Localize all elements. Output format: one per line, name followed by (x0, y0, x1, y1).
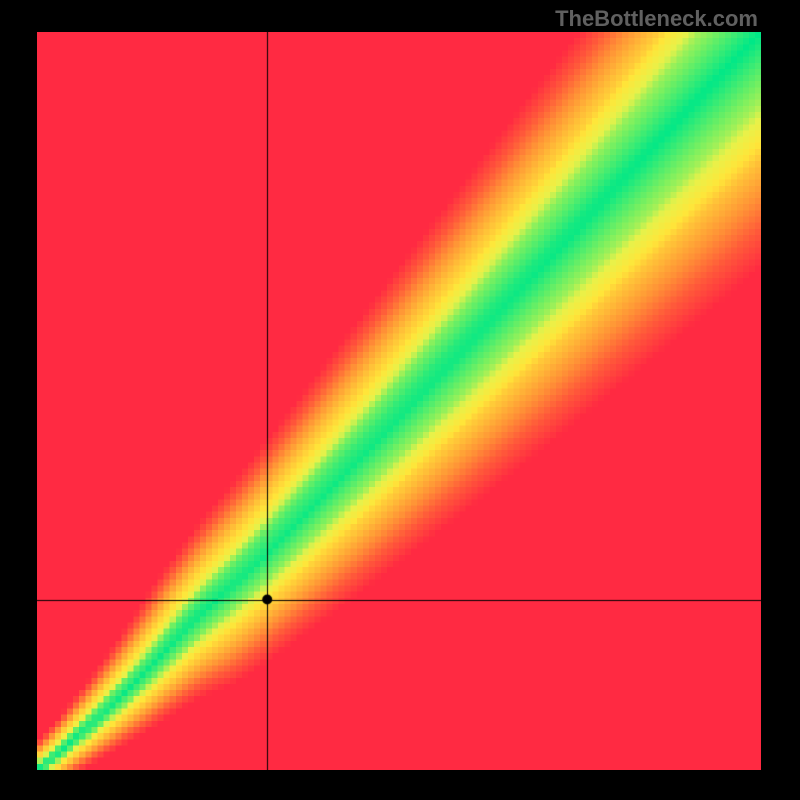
chart-container: TheBottleneck.com (0, 0, 800, 800)
watermark-text: TheBottleneck.com (555, 6, 758, 32)
crosshair-overlay (37, 32, 761, 770)
